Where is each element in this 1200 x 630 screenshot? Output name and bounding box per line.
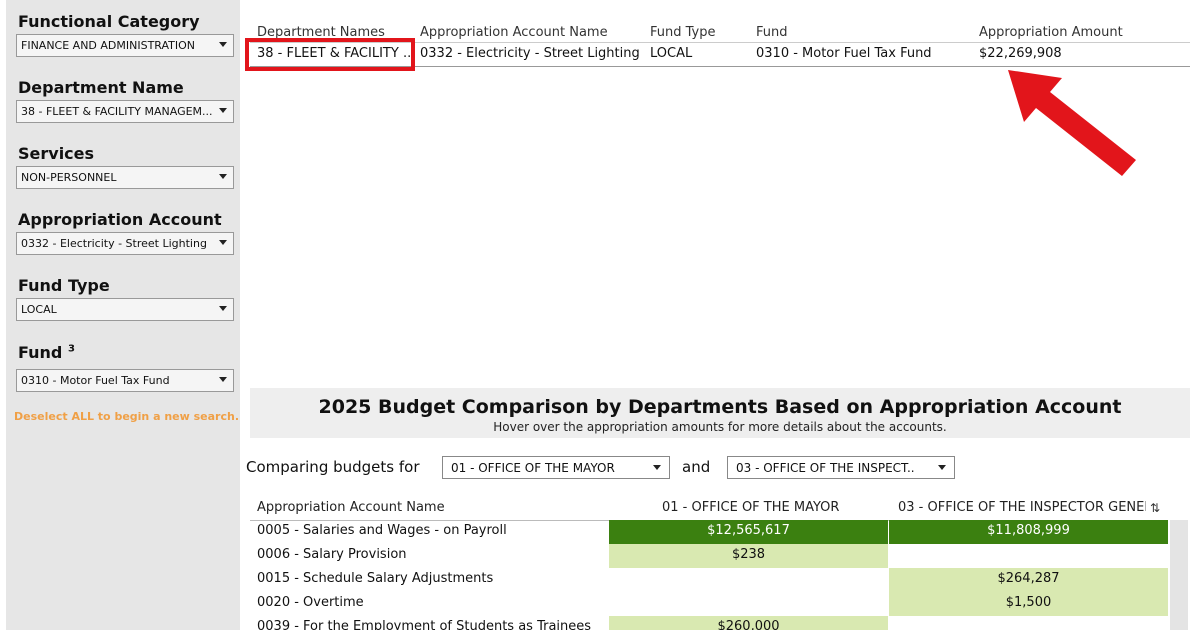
table-row: 0005 - Salaries and Wages - on Payroll $… [250, 520, 1168, 544]
chevron-down-icon [219, 174, 227, 179]
filter-label-fund: Fund 3 [18, 343, 75, 362]
row-account-name: 0005 - Salaries and Wages - on Payroll [257, 523, 507, 538]
filter-label-fund-type: Fund Type [18, 276, 110, 295]
deselect-all-hint: Deselect ALL to begin a new search. [14, 410, 240, 423]
header-department-a: 01 - OFFICE OF THE MAYOR [662, 500, 840, 515]
filter-label-functional-category: Functional Category [18, 12, 200, 31]
chevron-down-icon [219, 240, 227, 245]
chevron-down-icon [219, 108, 227, 113]
row-divider [250, 66, 1190, 67]
fund-type-select[interactable]: LOCAL [16, 298, 234, 321]
chevron-down-icon [219, 306, 227, 311]
table-row: 0039 - For the Employment of Students as… [250, 616, 1168, 630]
red-arrow-icon [1008, 70, 1136, 176]
header-appropriation-amount: Appropriation Amount [979, 25, 1123, 40]
table-row: 0020 - Overtime $1,500 [250, 592, 1168, 616]
amount-cell-b[interactable]: $264,287 [889, 568, 1168, 592]
fund-label-text: Fund [18, 343, 63, 362]
chevron-down-icon [653, 465, 661, 470]
filter-label-appropriation-account: Appropriation Account [18, 210, 222, 229]
comparing-label: Comparing budgets for [246, 458, 420, 476]
fund-footnote-marker: 3 [67, 343, 75, 355]
header-fund: Fund [756, 25, 788, 40]
appropriation-account-select[interactable]: 0332 - Electricity - Street Lighting [16, 232, 234, 255]
table-row: 0006 - Salary Provision $238 [250, 544, 1168, 568]
row-account-name: 0039 - For the Employment of Students as… [257, 619, 592, 630]
row-account-name: 0020 - Overtime [257, 595, 364, 610]
amount-cell-a[interactable]: $238 [609, 544, 888, 568]
fund-select[interactable]: 0310 - Motor Fuel Tax Fund [16, 369, 234, 392]
filter-label-department-name: Department Name [18, 78, 184, 97]
chevron-down-icon [219, 42, 227, 47]
comparison-banner: 2025 Budget Comparison by Departments Ba… [250, 388, 1190, 438]
table-row: 0015 - Schedule Salary Adjustments $264,… [250, 568, 1168, 592]
header-fund-type: Fund Type [650, 25, 716, 40]
select-value: 38 - FLEET & FACILITY MANAGEM... [21, 105, 213, 118]
header-appropriation-account-name: Appropriation Account Name [420, 25, 608, 40]
header-department-b: 03 - OFFICE OF THE INSPECTOR GENERA [898, 500, 1146, 515]
cell-appropriation-amount[interactable]: $22,269,908 [979, 46, 1062, 61]
header-account-name: Appropriation Account Name [257, 500, 445, 515]
header-department-names: Department Names [257, 25, 385, 40]
amount-cell-a[interactable]: $12,565,617 [609, 520, 888, 544]
row-account-name: 0006 - Salary Provision [257, 547, 407, 562]
amount-cell-b[interactable]: $11,808,999 [889, 520, 1168, 544]
highlight-box [245, 38, 415, 71]
cell-appropriation-account: 0332 - Electricity - Street Lighting [420, 46, 640, 61]
select-value: 0332 - Electricity - Street Lighting [21, 237, 207, 250]
table-scrollbar[interactable] [1170, 520, 1188, 630]
chevron-down-icon [938, 465, 946, 470]
amount-cell-a[interactable]: $260,000 [609, 616, 888, 630]
select-value: 0310 - Motor Fuel Tax Fund [21, 374, 170, 387]
and-label: and [682, 458, 711, 476]
department-name-select[interactable]: 38 - FLEET & FACILITY MANAGEM... [16, 100, 234, 123]
compare-department-b-select[interactable]: 03 - OFFICE OF THE INSPECT.. [727, 456, 955, 479]
filter-sidebar: Functional Category FINANCE AND ADMINIST… [6, 0, 240, 630]
chevron-down-icon [219, 377, 227, 382]
row-account-name: 0015 - Schedule Salary Adjustments [257, 571, 494, 586]
compare-department-a-select[interactable]: 01 - OFFICE OF THE MAYOR [442, 456, 670, 479]
select-value: FINANCE AND ADMINISTRATION [21, 39, 196, 52]
banner-title: 2025 Budget Comparison by Departments Ba… [318, 396, 1122, 418]
filter-label-services: Services [18, 144, 95, 163]
cell-fund-type: LOCAL [650, 46, 693, 61]
cell-fund: 0310 - Motor Fuel Tax Fund [756, 46, 932, 61]
sort-icon[interactable]: ⇅ [1150, 501, 1161, 515]
select-value: 01 - OFFICE OF THE MAYOR [451, 461, 615, 475]
functional-category-select[interactable]: FINANCE AND ADMINISTRATION [16, 34, 234, 57]
amount-cell-b[interactable]: $1,500 [889, 592, 1168, 616]
cell-department-name[interactable]: 38 - FLEET & FACILITY .. [257, 46, 412, 61]
header-divider [250, 42, 1190, 43]
banner-subtitle: Hover over the appropriation amounts for… [493, 420, 947, 434]
select-value: NON-PERSONNEL [21, 171, 117, 184]
services-select[interactable]: NON-PERSONNEL [16, 166, 234, 189]
select-value: 03 - OFFICE OF THE INSPECT.. [736, 461, 915, 475]
select-value: LOCAL [21, 303, 57, 316]
